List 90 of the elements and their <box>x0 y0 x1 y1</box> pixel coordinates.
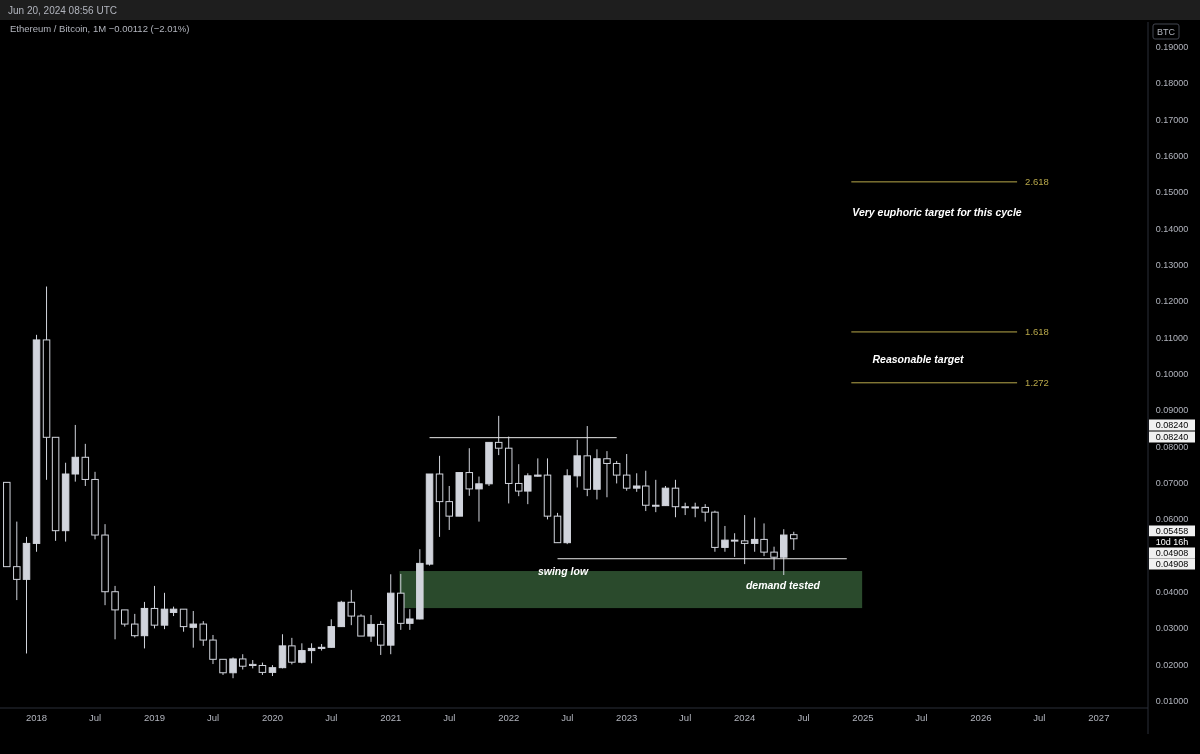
x-tick-label: Jul <box>325 712 338 724</box>
annotation: swing low <box>537 564 589 577</box>
y-tick-label: 0.04000 <box>1155 586 1189 597</box>
y-tick-label: 0.17000 <box>1155 114 1189 125</box>
x-tick-label: 2021 <box>380 712 402 724</box>
y-tick-label: 0.12000 <box>1155 296 1189 307</box>
candlestick <box>721 525 729 553</box>
candlestick <box>327 618 336 649</box>
x-tick-label: Jul <box>88 712 102 724</box>
y-tick-label: 0.14000 <box>1155 223 1189 234</box>
chart-title: Ethereum / Bitcoin, 1M −0.00112 (−2.01%) <box>10 23 190 35</box>
candlestick <box>790 531 798 551</box>
y-tick-label: 0.13000 <box>1155 259 1189 270</box>
candlestick <box>367 614 375 643</box>
candlestick <box>150 585 159 629</box>
x-tick-label: Jul <box>915 712 928 724</box>
candlestick <box>445 485 453 531</box>
candlestick <box>494 415 503 456</box>
candlestick <box>357 613 365 637</box>
y-tick-label: 0.19000 <box>1155 41 1189 52</box>
x-tick-label: 2022 <box>498 712 520 724</box>
text: Jun 20, 2024 08:56 UTC <box>8 4 117 16</box>
x-tick-label: 2024 <box>734 712 756 724</box>
y-tick-label: 0.18000 <box>1155 78 1189 89</box>
text: 0.08240 <box>1155 420 1189 431</box>
candlestick <box>475 476 483 523</box>
text: 0.04908 <box>1155 559 1189 570</box>
candlestick <box>189 610 198 649</box>
y-tick-label: 0.16000 <box>1155 150 1189 161</box>
candlestick <box>288 637 296 665</box>
x-tick-label: 2026 <box>970 712 992 724</box>
y-tick-label: 0.07000 <box>1155 477 1189 488</box>
x-tick-label: Jul <box>679 712 692 724</box>
text: 0.08240 <box>1155 432 1189 443</box>
candlestick <box>81 443 90 487</box>
y-tick-label: 0.01000 <box>1155 695 1189 706</box>
candlestick <box>307 642 316 664</box>
candlestick <box>780 528 788 576</box>
text: 0.05458 <box>1155 526 1189 537</box>
x-tick-label: 2018 <box>25 712 48 724</box>
series-label: 2.618 <box>1025 176 1049 188</box>
x-tick-label: Jul <box>1033 712 1046 724</box>
x-tick-label: 2027 <box>1088 712 1110 724</box>
candlestick <box>534 457 542 478</box>
candlestick <box>179 608 188 633</box>
candlestick <box>770 546 778 571</box>
y-tick-label: 0.15000 <box>1155 187 1189 198</box>
candlestick <box>573 439 581 488</box>
candlestick <box>131 613 139 639</box>
x-tick-label: 2023 <box>616 712 638 724</box>
candlestick <box>671 479 680 518</box>
candlestick <box>652 479 660 513</box>
x-tick-label: 2019 <box>143 712 166 724</box>
candlestick <box>13 521 21 601</box>
candlestick <box>603 450 611 498</box>
y-tick-label: 0.06000 <box>1155 514 1189 525</box>
x-tick-label: 2020 <box>261 712 284 724</box>
candlestick <box>622 453 631 492</box>
candlestick <box>160 592 169 630</box>
candlestick <box>229 656 237 679</box>
candlestick <box>730 532 739 558</box>
series-label: 1.618 <box>1025 326 1049 338</box>
y-axis-title: BTC <box>1157 26 1176 37</box>
y-tick-label: 0.03000 <box>1155 623 1189 634</box>
y-tick-label: 0.10000 <box>1155 368 1189 379</box>
text: 0.04908 <box>1155 548 1189 559</box>
annotation: Very euphoric target for this cycle <box>852 205 1022 218</box>
text: 10d 16h <box>1155 537 1189 548</box>
candlestick <box>740 514 749 565</box>
candlestick <box>612 460 621 484</box>
candlestick <box>209 634 217 665</box>
y-tick-label: 0.11000 <box>1156 332 1188 343</box>
x-tick-label: Jul <box>443 712 456 724</box>
candlestick <box>376 620 385 656</box>
y-tick-label: 0.02000 <box>1155 659 1189 670</box>
annotation: Reasonable target <box>872 352 965 365</box>
candlestick <box>347 589 356 626</box>
annotation: demand tested <box>745 578 821 591</box>
candlestick <box>199 620 208 647</box>
x-tick-label: 2025 <box>852 712 874 724</box>
y-tick-label: 0.08000 <box>1155 441 1189 452</box>
candlestick <box>278 633 287 669</box>
x-tick-label: Jul <box>561 712 574 724</box>
candlestick <box>661 485 670 507</box>
x-tick-label: Jul <box>797 712 810 724</box>
candlestick <box>111 585 119 640</box>
x-tick-label: Jul <box>206 712 220 724</box>
y-tick-label: 0.09000 <box>1155 405 1189 416</box>
series-label: 1.272 <box>1025 377 1049 389</box>
candlestick <box>465 447 474 497</box>
